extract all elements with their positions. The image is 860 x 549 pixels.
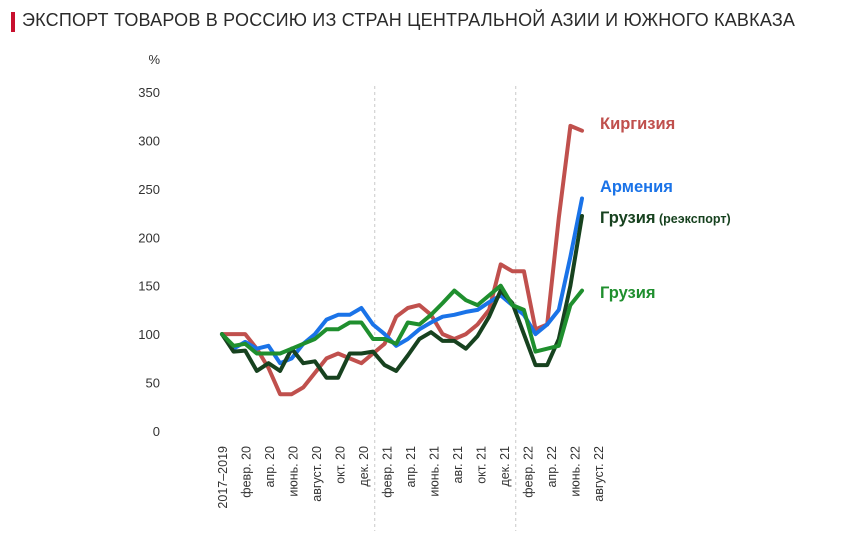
title-accent-bar xyxy=(11,12,15,32)
series-labels: Киргизия Армения Грузия (реэкспорт) Грузия xyxy=(600,115,731,302)
y-axis-unit: % xyxy=(148,52,160,67)
series-line xyxy=(220,283,584,356)
x-tick-label: февр. 22 xyxy=(522,446,536,498)
x-tick-label: август. 22 xyxy=(592,446,606,502)
x-tick-label: окт. 21 xyxy=(475,446,489,484)
series-label: Грузия xyxy=(600,284,656,302)
x-tick-label: 2017–2019 xyxy=(216,446,230,509)
x-tick-label: апр. 22 xyxy=(545,446,559,488)
series-label: Армения xyxy=(600,178,673,196)
y-tick-label: 0 xyxy=(153,424,160,439)
x-tick-label: июнь. 22 xyxy=(569,446,583,497)
x-tick-label: июнь. 21 xyxy=(428,446,442,497)
x-tick-label: август. 20 xyxy=(310,446,324,502)
x-tick-label: апр. 20 xyxy=(263,446,277,488)
x-tick-label: февр. 21 xyxy=(381,446,395,498)
y-tick-label: 100 xyxy=(138,327,160,342)
series-label: Киргизия xyxy=(600,115,675,133)
y-tick-label: 150 xyxy=(138,279,160,294)
x-tick-label: июнь. 20 xyxy=(287,446,301,497)
series-line xyxy=(220,214,584,380)
x-tick-label: дек. 20 xyxy=(357,446,371,487)
y-tick-label: 350 xyxy=(138,85,160,100)
y-axis: 0 50 100 150 200 250 300 350% xyxy=(138,52,160,439)
series-line xyxy=(220,196,584,366)
series-lines xyxy=(220,123,584,397)
series-label: Грузия (реэкспорт) xyxy=(600,209,731,227)
x-tick-label: авг. 21 xyxy=(451,446,465,484)
y-tick-label: 200 xyxy=(138,230,160,245)
x-tick-label: окт. 20 xyxy=(334,446,348,484)
x-tick-label: апр. 21 xyxy=(404,446,418,488)
x-tick-label: февр. 20 xyxy=(240,446,254,498)
x-tick-label: дек. 21 xyxy=(498,446,512,487)
series-line xyxy=(220,123,584,397)
y-tick-label: 250 xyxy=(138,182,160,197)
y-tick-label: 300 xyxy=(138,133,160,148)
y-tick-label: 50 xyxy=(146,376,160,391)
x-axis: 2017–2019 февр. 20 апр. 20 июнь. 20 август. … xyxy=(216,446,606,509)
chart-title: ЭКСПОРТ ТОВАРОВ В РОССИЮ ИЗ СТРАН ЦЕНТРА… xyxy=(22,10,796,30)
